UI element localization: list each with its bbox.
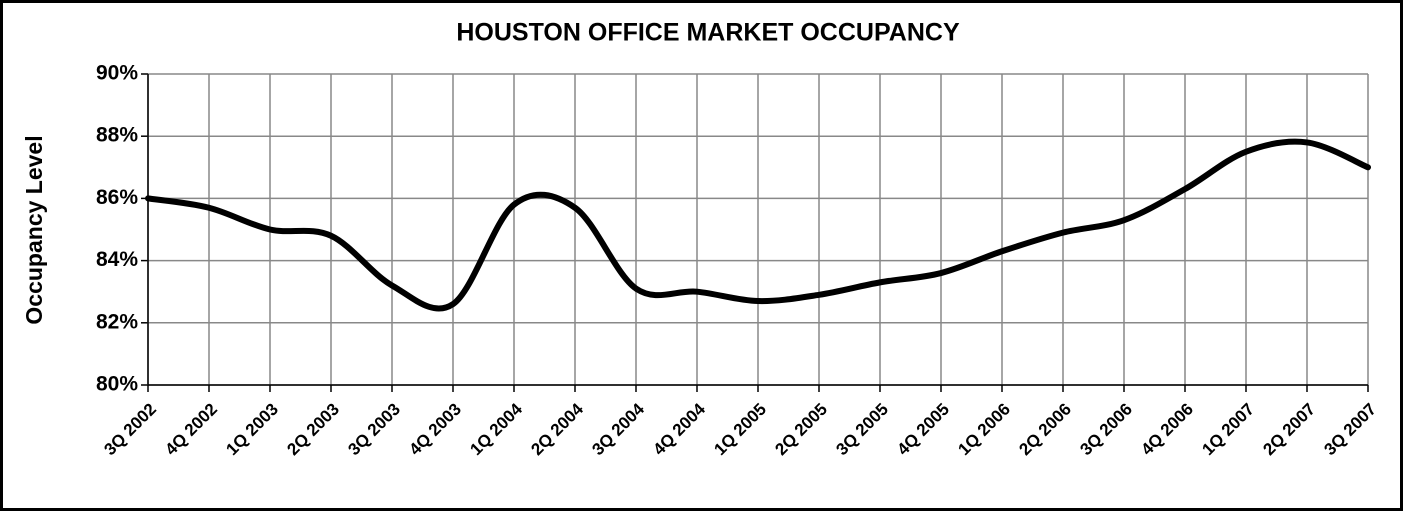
y-tick-label: 90% <box>96 62 138 85</box>
y-tick-label: 80% <box>96 373 138 396</box>
y-tick-label: 82% <box>96 310 138 333</box>
y-axis-label: Occupancy Level <box>21 135 47 324</box>
y-tick-label: 88% <box>96 124 138 147</box>
chart-title: HOUSTON OFFICE MARKET OCCUPANCY <box>456 19 960 47</box>
y-tick-label: 86% <box>96 186 138 209</box>
data-line <box>145 138 1371 312</box>
y-tick-label: 84% <box>96 248 138 271</box>
